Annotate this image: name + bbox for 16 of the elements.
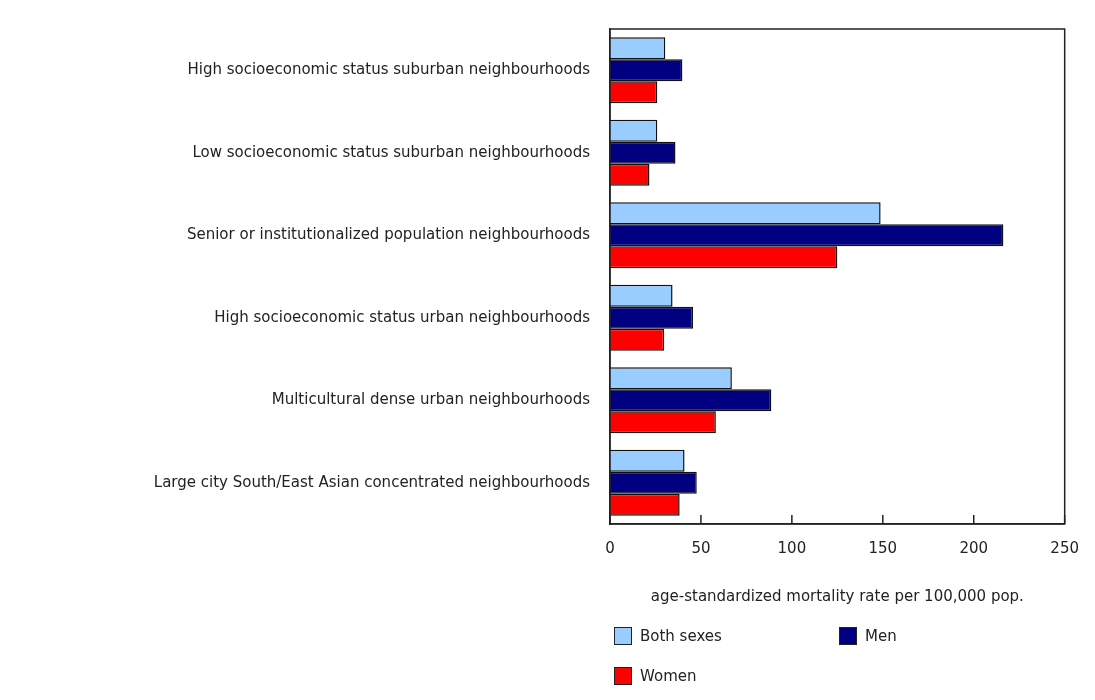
x-axis-title: age-standardized mortality rate per 100,000 pop. (650, 586, 1024, 605)
y-tick-label: High socioeconomic status suburban neighbourhoods (187, 60, 591, 79)
legend-label: Women (640, 667, 697, 685)
x-tick-label: 100 (777, 538, 807, 557)
y-tick-label: Senior or institutionalized population neighbourhoods (186, 225, 591, 244)
x-tick-label: 200 (959, 538, 989, 557)
legend-label: Both sexes (640, 627, 722, 645)
y-tick-label: Large city South/East Asian concentrated neighbourhoods (153, 472, 591, 491)
x-tick-label: 250 (1050, 538, 1080, 557)
y-tick-label: High socioeconomic status urban neighbourhoods (214, 307, 591, 326)
y-tick-label: Multicultural dense urban neighbourhoods (271, 390, 591, 409)
x-tick-label: 150 (868, 538, 898, 557)
legend-label: Men (865, 627, 897, 645)
x-tick-label: 0 (605, 538, 615, 557)
y-tick-label: Low socioeconomic status suburban neighbourhoods (192, 142, 591, 161)
x-tick-label: 50 (691, 538, 711, 557)
